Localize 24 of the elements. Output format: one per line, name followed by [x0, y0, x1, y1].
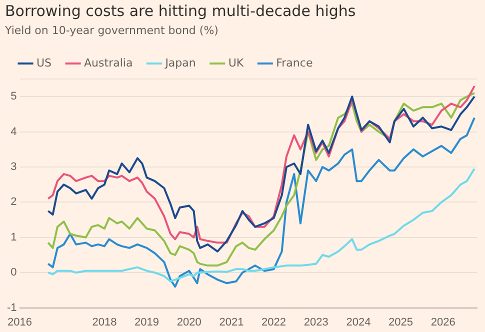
y-tick-label: 4 — [10, 126, 17, 138]
y-tick-label: 1 — [10, 231, 17, 244]
x-tick-label: 2026 — [430, 316, 456, 328]
chart-title: Borrowing costs are hitting multi-decade highs — [5, 2, 356, 20]
x-tick-label: 2018 — [92, 316, 117, 328]
x-tick-label: 2019 — [134, 316, 160, 328]
x-tick-label: 2016 — [8, 316, 32, 328]
y-tick-label: 2 — [10, 196, 17, 208]
x-tick-label: 2025 — [388, 316, 414, 328]
x-tick-label: 2023 — [304, 316, 328, 328]
x-tick-label: 2020 — [176, 316, 202, 328]
y-tick-label: 3 — [10, 161, 17, 174]
chart-subtitle: Yield on 10-year government bond (%) — [5, 24, 218, 37]
legend-label: US — [36, 56, 52, 70]
x-tick-label: 2022 — [262, 316, 286, 328]
legend-label: Australia — [84, 56, 133, 70]
legend-label: France — [276, 56, 313, 70]
y-tick-label: 5 — [10, 90, 17, 103]
y-tick-label: 0 — [10, 266, 17, 279]
legend-label: Japan — [164, 56, 196, 70]
x-tick-label: 2021 — [219, 316, 244, 328]
y-tick-label: -1 — [7, 302, 17, 314]
legend-label: UK — [228, 56, 244, 70]
x-tick-label: 2024 — [346, 316, 371, 328]
